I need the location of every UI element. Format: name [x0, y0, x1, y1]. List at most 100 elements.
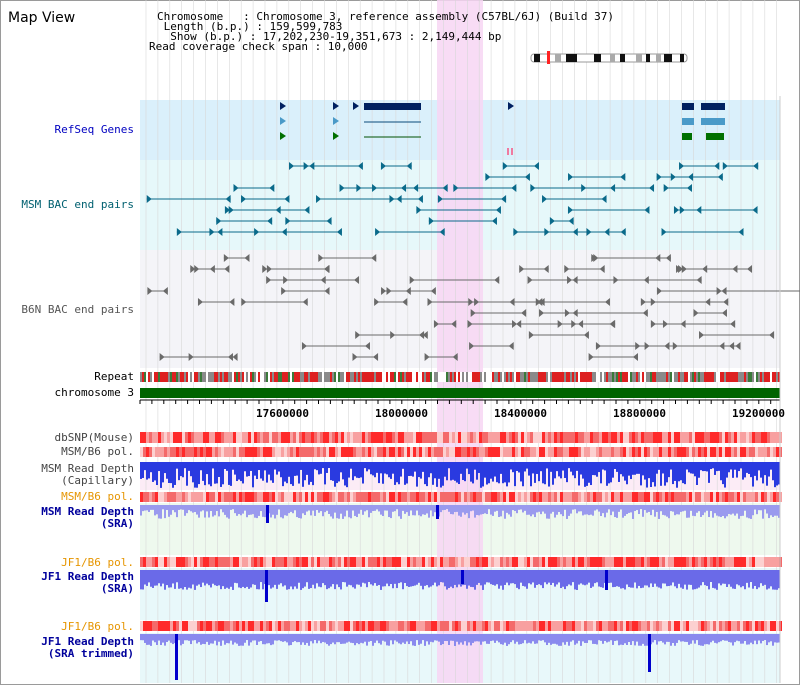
jf1-b6-pol-cell: [542, 621, 545, 631]
jf1-b6-pol-cell: [437, 557, 440, 567]
msm-sra-depth-bar: [540, 505, 542, 515]
track-label-b6n-bac[interactable]: B6N BAC end pairs: [21, 303, 134, 316]
jf1-b6-pol-cell: [377, 621, 380, 631]
msm-sra-depth-bar: [304, 505, 306, 516]
track-label-jf1-read-depth-trimmed[interactable]: JF1 Read Depth (SRA trimmed): [41, 635, 134, 660]
dbsnp-cell: [398, 432, 401, 443]
dbsnp-cell: [467, 432, 470, 443]
msm-sra-depth-bar: [186, 505, 188, 514]
jf1-trim-depth-bar: [494, 634, 496, 643]
jf1-b6-pol-cell: [209, 621, 212, 631]
msm-b6-pol-cell: [407, 447, 410, 457]
capillary-depth-bar: [430, 462, 432, 474]
capillary-depth-bar: [216, 462, 218, 484]
dbsnp-cell: [578, 432, 581, 443]
track-label-msm-b6-pol-1[interactable]: MSM/B6 pol.: [61, 445, 134, 458]
msm-b6-pol-cell: [317, 447, 320, 457]
repeat-cell: [592, 372, 594, 382]
jf1-sra-depth-bar: [386, 570, 388, 584]
msm-sra-depth-bar: [416, 505, 418, 511]
jf1-sra-depth-bar: [434, 570, 436, 583]
dbsnp-cell: [164, 432, 167, 443]
repeat-cell: [742, 372, 744, 382]
msm-sra-depth-bar: [338, 505, 340, 519]
capillary-depth-bar: [500, 462, 502, 474]
msm-b6-pol-cell: [344, 447, 347, 457]
b6n-bac-pair-end: [266, 265, 272, 273]
msm-sra-depth-bar: [548, 505, 550, 519]
jf1-sra-depth-bar: [448, 570, 450, 589]
jf1-sra-depth-bar: [400, 570, 402, 583]
dbsnp-cell: [329, 432, 332, 443]
msm-sra-depth-bar: [226, 505, 228, 518]
b6n-bac-pair-end: [735, 342, 741, 350]
jf1-trim-depth-bar: [140, 634, 142, 641]
msm-b6-pol-cell: [662, 447, 665, 457]
jf1-b6-pol-cell: [308, 621, 311, 631]
msm-sra-depth-bar: [560, 505, 562, 515]
jf1-trim-depth-bar: [276, 634, 278, 641]
jf1-sra-depth-bar: [546, 570, 548, 585]
track-label-jf1-b6-pol-2[interactable]: JF1/B6 pol.: [61, 620, 134, 633]
track-label-msm-bac[interactable]: MSM BAC end pairs: [21, 198, 134, 211]
jf1-b6-pol-cell: [425, 557, 428, 567]
jf1-trim-depth-bar: [214, 634, 216, 641]
dbsnp-cell: [740, 432, 743, 443]
jf1-sra-depth-bar: [744, 570, 746, 590]
track-label-jf1-read-depth-sra[interactable]: JF1 Read Depth (SRA): [41, 570, 134, 595]
capillary-depth-bar: [294, 462, 296, 476]
repeat-cell: [182, 372, 184, 382]
capillary-depth-bar: [506, 462, 508, 487]
track-label-msm-read-depth-capillary[interactable]: MSM Read Depth (Capillary): [41, 462, 134, 487]
dbsnp-cell: [299, 432, 302, 443]
capillary-depth-bar: [178, 462, 180, 481]
repeat-cell: [356, 372, 358, 382]
jf1-b6-pol-cell: [188, 621, 191, 631]
jf1-sra-depth-bar: [492, 570, 494, 585]
msm-b6-pol-cell: [218, 447, 221, 457]
msm-b6-pol-cell: [236, 492, 239, 502]
repeat-cell: [458, 372, 460, 382]
jf1-sra-depth-bar: [340, 570, 342, 590]
msm-bac-pair-end: [738, 228, 744, 236]
jf1-b6-pol-cell: [263, 621, 266, 631]
repeat-cell: [740, 372, 742, 382]
jf1-b6-pol-cell: [590, 621, 593, 631]
capillary-depth-bar: [406, 462, 408, 484]
jf1-b6-pol-cell: [722, 557, 725, 567]
msm-sra-depth-bar: [406, 505, 408, 513]
jf1-b6-pol-cell: [734, 621, 737, 631]
jf1-b6-pol-cell: [521, 557, 524, 567]
jf1-trim-depth-bar: [364, 634, 366, 642]
jf1-b6-pol-cell: [287, 621, 290, 631]
dbsnp-cell: [176, 432, 179, 443]
msm-b6-pol-cell: [464, 492, 467, 502]
msm-b6-pol-cell: [494, 447, 497, 457]
capillary-depth-bar: [386, 462, 388, 475]
jf1-sra-depth-bar: [366, 570, 368, 588]
msm-sra-depth-bar: [518, 505, 520, 510]
msm-sra-depth-bar: [430, 505, 432, 511]
track-label-msm-read-depth-sra[interactable]: MSM Read Depth (SRA): [41, 505, 134, 530]
jf1-b6-pol-cell: [371, 557, 374, 567]
track-label-jf1-b6-pol-1[interactable]: JF1/B6 pol.: [61, 556, 134, 569]
jf1-sra-depth-bar: [622, 570, 624, 589]
msm-b6-pol-cell: [371, 447, 374, 457]
repeat-cell: [680, 372, 682, 382]
track-label-dbsnp[interactable]: dbSNP(Mouse): [54, 431, 134, 444]
track-label-msm-b6-pol-2[interactable]: MSM/B6 pol.: [61, 490, 134, 503]
jf1-trim-depth-bar: [430, 634, 432, 642]
dbsnp-cell: [530, 432, 533, 443]
capillary-depth-bar: [190, 462, 192, 477]
repeat-cell: [774, 372, 776, 382]
dbsnp-cell: [251, 432, 254, 443]
msm-b6-pol-cell: [305, 447, 308, 457]
jf1-sra-depth-bar: [372, 570, 374, 586]
repeat-cell: [424, 372, 426, 382]
jf1-sra-depth-bar: [412, 570, 414, 587]
jf1-b6-pol-cell: [317, 557, 320, 567]
capillary-depth-bar: [248, 462, 250, 477]
track-label-refseq-genes[interactable]: RefSeq Genes: [54, 123, 134, 136]
msm-sra-depth-bar: [306, 505, 308, 512]
